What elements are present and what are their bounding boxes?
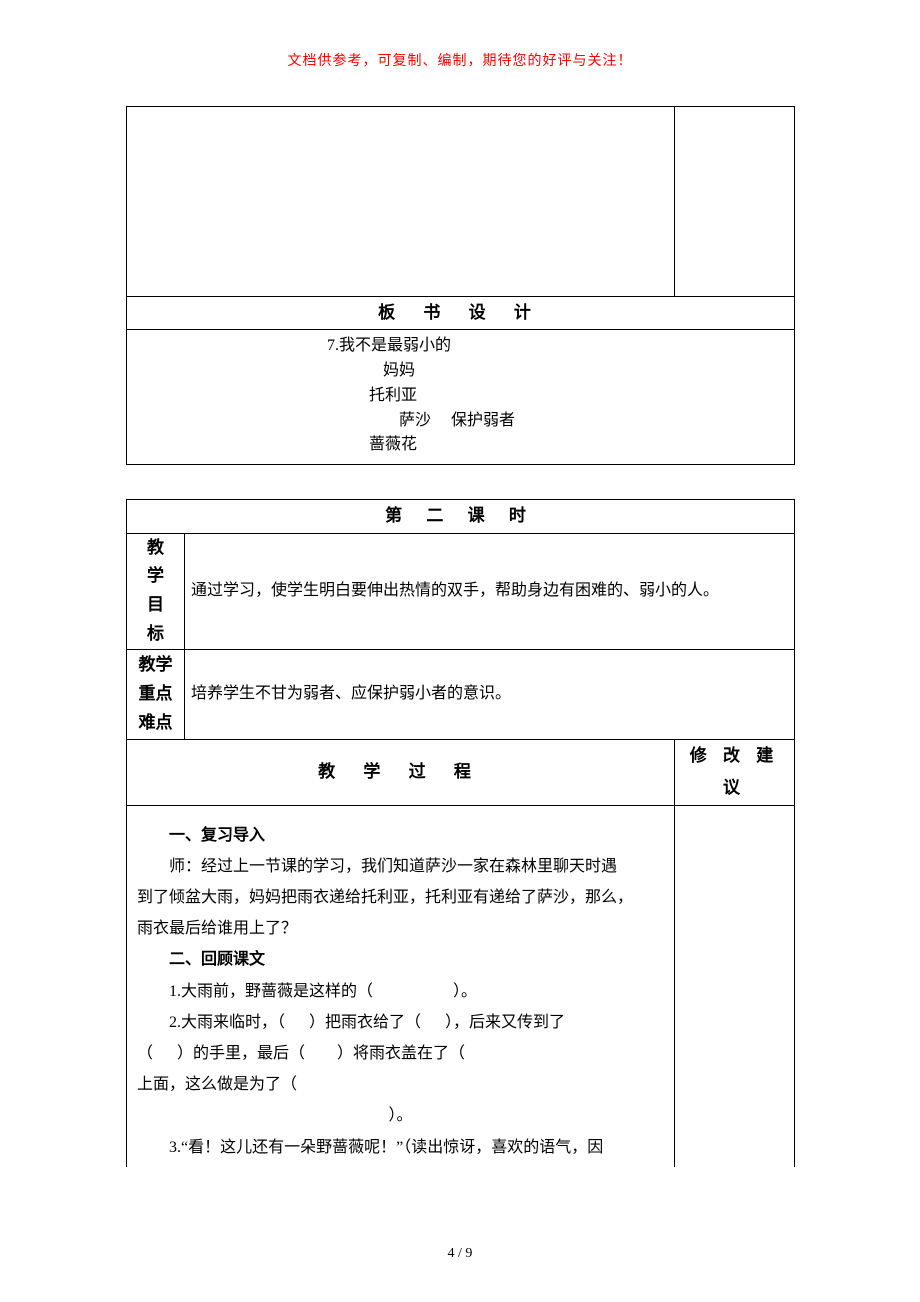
board-line1: 7.我不是最弱小的 [327,334,794,359]
body-h2: 二、回顾课文 [137,944,664,975]
body-h1: 一、复习导入 [137,820,664,851]
t1-header: 板 书 设 计 [127,297,795,330]
body-p1c: 雨衣最后给谁用上了？ [137,913,664,944]
t2-body-right [675,805,795,1167]
table-lesson-2: 第 二 课 时 教学目标 通过学习，使学生明白要伸出热情的双手，帮助身边有困难的… [126,499,794,1167]
board-line2: 妈妈 [327,359,794,384]
body-q2c: 上面，这么做是为了（ [137,1069,664,1100]
table1: 板 书 设 计 7.我不是最弱小的 妈妈 托利亚 萨沙 保护弱者 蔷薇花 [126,106,795,465]
t2-label-focus: 教学重点难点 [127,650,185,740]
table2: 第 二 课 时 教学目标 通过学习，使学生明白要伸出热情的双手，帮助身边有困难的… [126,499,795,1167]
board-line4a: 萨沙 [399,412,431,429]
page-footer: 4 / 9 [0,1246,920,1262]
t2-goal: 通过学习，使学生明白要伸出热情的双手，帮助身边有困难的、弱小的人。 [185,533,795,650]
t2-label-goal: 教学目标 [127,533,185,650]
body-q3: 3.“看！这儿还有一朵野蔷薇呢！”（读出惊讶，喜欢的语气，因 [137,1132,664,1163]
board-line4: 萨沙 保护弱者 [327,409,794,434]
t2-proc-left: 教 学 过 程 [127,740,675,806]
t2-body-left: 一、复习导入 师：经过上一节课的学习，我们知道萨沙一家在森林里聊天时遇 到了倾盆… [127,805,675,1167]
board-line3: 托利亚 [327,384,794,409]
body-q2d: ）。 [137,1100,664,1131]
body-q1: 1.大雨前，野蔷薇是这样的（ ）。 [137,976,664,1007]
body-p1b: 到了倾盆大雨，妈妈把雨衣递给托利亚，托利亚有递给了萨沙，那么， [137,882,664,913]
body-p1a: 师：经过上一节课的学习，我们知道萨沙一家在森林里聊天时遇 [137,851,664,882]
t2-title: 第 二 课 时 [127,500,795,533]
body-q2b: （ ）的手里，最后（ ）将雨衣盖在了（ [137,1038,664,1069]
body-q2a: 2.大雨来临时，（ ）把雨衣给了（ ），后来又传到了 [137,1007,664,1038]
t2-proc-right: 修 改 建 议 [675,740,795,806]
board-line5: 蔷薇花 [327,433,794,458]
t2-focus: 培养学生不甘为弱者、应保护弱小者的意识。 [185,650,795,740]
t1-board-content: 7.我不是最弱小的 妈妈 托利亚 萨沙 保护弱者 蔷薇花 [127,330,795,465]
table-board-design: 板 书 设 计 7.我不是最弱小的 妈妈 托利亚 萨沙 保护弱者 蔷薇花 [126,106,794,465]
header-note: 文档供参考，可复制、编制，期待您的好评与关注！ [0,50,920,70]
gap [0,465,920,499]
t1-empty-right [675,107,795,297]
t1-empty-left [127,107,675,297]
page: 文档供参考，可复制、编制，期待您的好评与关注！ 板 书 设 计 7.我不是最弱小… [0,0,920,1302]
board-line4b: 保护弱者 [451,412,515,429]
